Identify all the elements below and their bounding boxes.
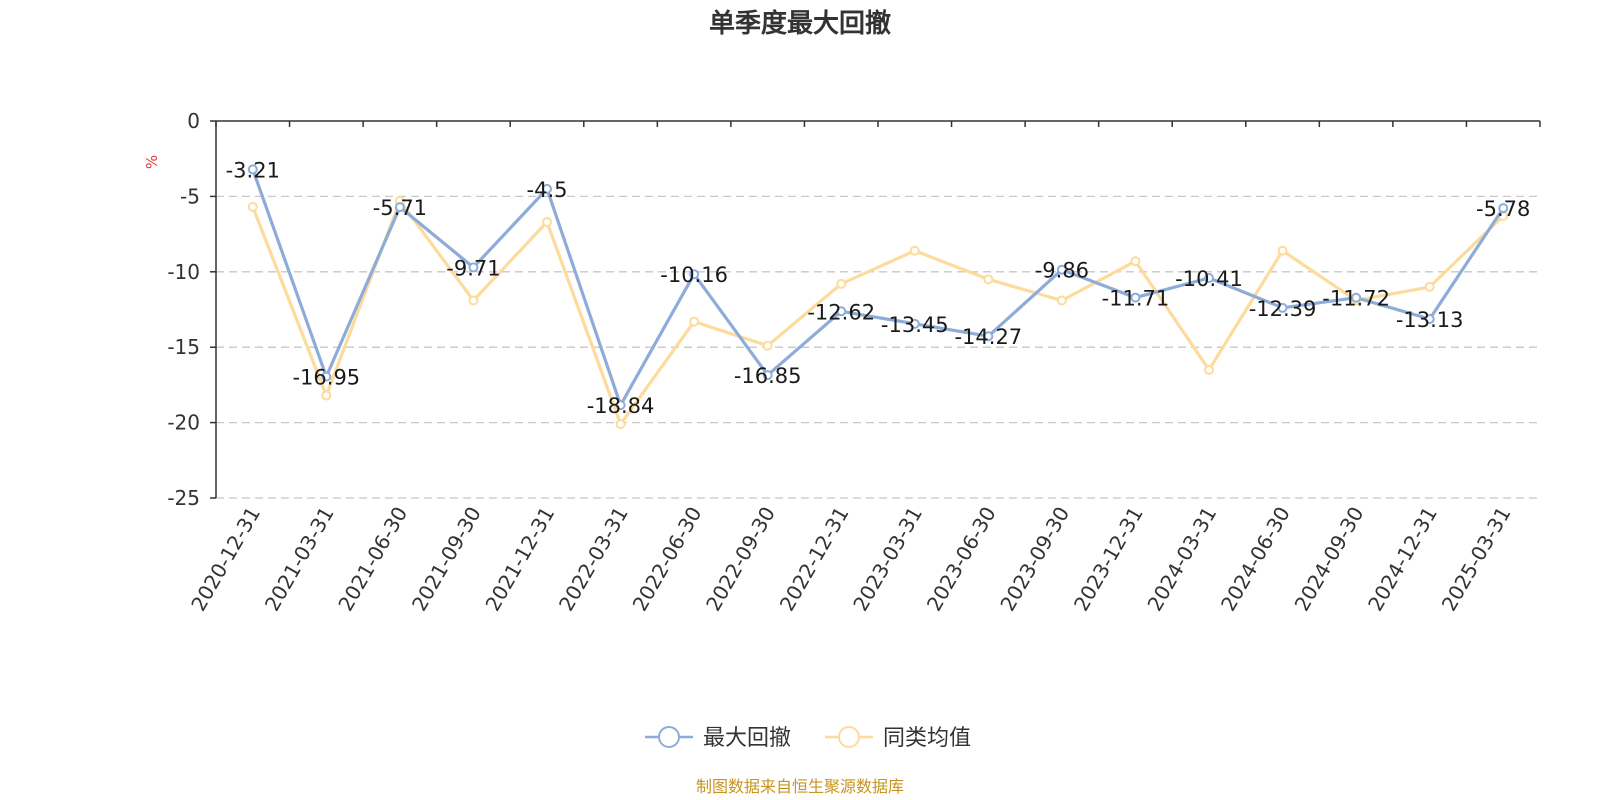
data-point: [468, 295, 479, 306]
data-point: [1424, 281, 1435, 292]
data-point: [394, 202, 405, 213]
data-label: -13.45: [881, 313, 949, 337]
data-label: -10.16: [660, 263, 728, 287]
legend-swatch-marker: [838, 726, 860, 748]
grid-lines: [216, 195, 1540, 499]
data-point: [1204, 272, 1214, 283]
x-tick-label: 2025-03-31: [1437, 503, 1516, 616]
data-label: -11.71: [1102, 287, 1170, 311]
legend-label: 最大回撤: [703, 726, 791, 751]
data-point: [615, 400, 626, 411]
data-label: -9.86: [1035, 259, 1089, 283]
legend: 最大回撤 同类均值: [645, 726, 971, 751]
series-line: [251, 168, 1505, 407]
data-point: [321, 390, 332, 401]
data-point: [762, 340, 773, 351]
y-axis-unit-label: %: [143, 155, 161, 169]
data-point: [1204, 364, 1214, 375]
x-tick-label: 2021-12-31: [480, 503, 559, 616]
data-label: -13.13: [1396, 308, 1464, 332]
data-label: -4.5: [527, 178, 568, 202]
x-tick-label: 2021-09-30: [407, 503, 486, 616]
data-labels: -3.21 -16.95 -5.71 -9.71 -4.5 -18.84 -10.16 -16…: [226, 158, 1531, 418]
data-label: -5.78: [1476, 197, 1530, 221]
x-tick-label: 2021-06-30: [333, 503, 412, 616]
data-point: [247, 201, 258, 212]
series-lines: [247, 164, 1509, 430]
legend-item[interactable]: 最大回撤: [645, 726, 791, 751]
data-point: [836, 278, 847, 289]
x-tick-label: 2024-06-30: [1216, 503, 1295, 616]
data-point: [542, 217, 552, 228]
data-point: [762, 370, 773, 381]
data-label: -3.21: [226, 158, 280, 182]
data-point: [1498, 203, 1509, 214]
y-tick-label: -15: [167, 335, 200, 359]
x-tick-label: 2024-12-31: [1363, 503, 1442, 616]
y-tick-label: -25: [167, 486, 200, 510]
data-point: [836, 306, 847, 317]
legend-swatch-marker: [658, 726, 680, 748]
x-tick-label: 2023-06-30: [922, 502, 1001, 615]
data-label: -16.85: [734, 364, 802, 388]
data-point: [247, 164, 258, 175]
x-tick-label: 2022-03-31: [554, 503, 633, 616]
data-label: -11.72: [1322, 287, 1390, 311]
data-label: -16.95: [292, 366, 360, 390]
data-point: [689, 269, 700, 280]
y-tick-label: -20: [167, 411, 200, 435]
x-tick-label: 2024-03-31: [1142, 503, 1221, 616]
data-label: -12.39: [1249, 297, 1317, 321]
y-tick-label: -5: [180, 184, 200, 208]
data-label: -10.41: [1175, 267, 1243, 291]
data-point: [909, 318, 920, 329]
data-point: [1056, 295, 1067, 306]
data-label: -12.62: [807, 300, 875, 324]
chart-title: 单季度最大回撤: [709, 8, 891, 39]
x-tick-label: 2024-09-30: [1290, 503, 1369, 616]
data-point: [1277, 245, 1288, 256]
legend-item[interactable]: 同类均值: [825, 726, 971, 751]
data-point: [615, 419, 626, 430]
data-label: -18.84: [587, 394, 655, 418]
data-point: [909, 245, 920, 256]
x-tick-label: 2022-09-30: [701, 503, 780, 616]
data-point: [321, 371, 332, 382]
axes: 0-5-10-15-20-252020-12-312021-03-312021-…: [167, 109, 1541, 616]
x-tick-label: 2023-09-30: [995, 503, 1074, 616]
data-label: -14.27: [954, 325, 1022, 349]
source-note: 制图数据来自恒生聚源数据库: [696, 777, 904, 796]
y-tick-label: -10: [167, 260, 200, 284]
data-point: [1130, 256, 1141, 267]
data-point: [1351, 292, 1362, 303]
data-point: [1424, 314, 1435, 325]
data-point: [542, 183, 552, 194]
x-tick-label: 2023-12-31: [1069, 503, 1148, 616]
data-point: [468, 262, 479, 273]
series-line: [251, 199, 1505, 426]
data-label: -9.71: [446, 256, 500, 280]
data-label: -5.71: [373, 196, 427, 220]
data-point: [983, 274, 994, 285]
data-point: [689, 316, 700, 327]
x-tick-label: 2022-12-31: [775, 503, 854, 616]
y-tick-label: 0: [187, 109, 200, 133]
data-point: [1277, 302, 1288, 313]
x-tick-label: 2021-03-31: [260, 503, 339, 616]
data-point: [1130, 292, 1141, 303]
x-tick-label: 2023-03-31: [848, 503, 927, 616]
legend-label: 同类均值: [883, 726, 971, 751]
data-point: [1056, 264, 1067, 275]
x-tick-label: 2020-12-31: [186, 503, 265, 616]
data-point: [983, 331, 994, 342]
x-tick-label: 2022-06-30: [628, 503, 707, 616]
